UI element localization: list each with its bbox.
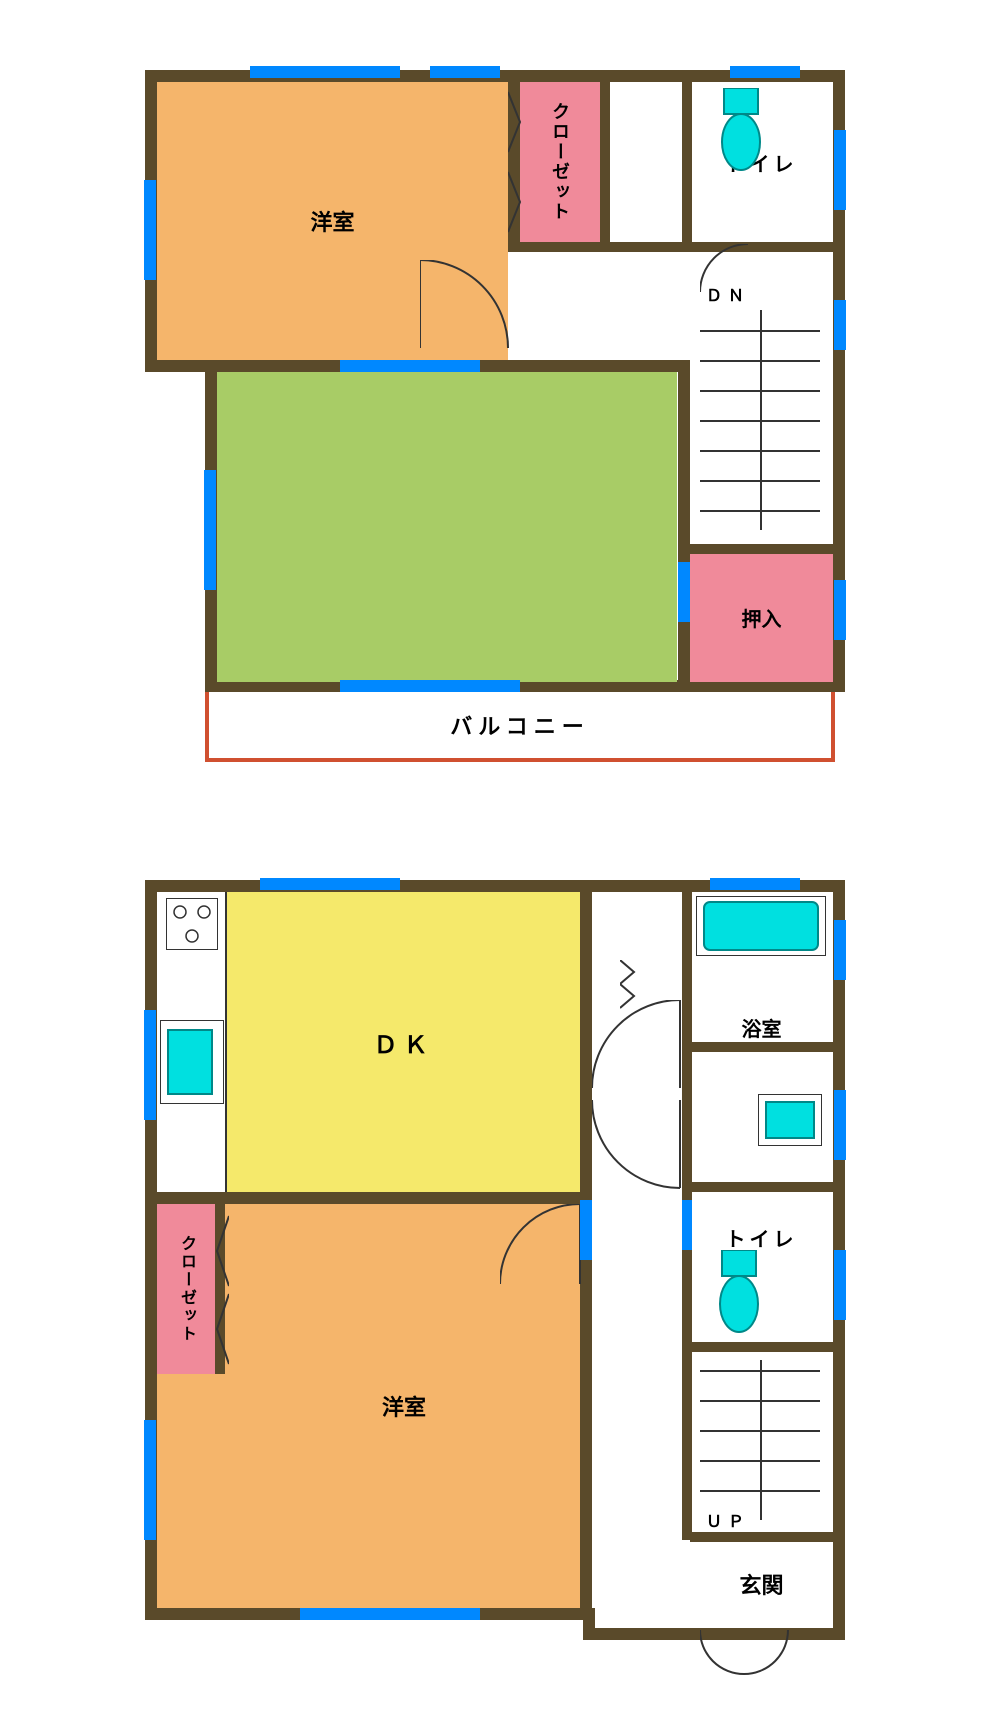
- window: [580, 1200, 592, 1260]
- toilet-1f: トイレ: [690, 1192, 833, 1342]
- door-arc: [500, 1204, 582, 1294]
- window: [144, 180, 156, 280]
- washbasin-1f: [758, 1094, 822, 1146]
- closet-1f-label: クローゼット: [174, 1235, 198, 1343]
- balcony-2f-label: バルコニー: [450, 709, 590, 741]
- bifold-door: [620, 960, 638, 1010]
- wall: [690, 1042, 835, 1052]
- door-arc: [592, 1100, 682, 1190]
- floorplan-diagram: 洋室 クローゼット トイレ 押入 ＤＮ バルコニー: [0, 0, 1000, 1736]
- window: [144, 1420, 156, 1540]
- wall: [682, 70, 692, 250]
- western-room-2f-label: 洋室: [310, 205, 354, 237]
- window: [204, 470, 216, 590]
- window: [678, 562, 690, 622]
- entrance-1f: 玄関: [690, 1540, 833, 1628]
- toilet-fixture-2f: [720, 88, 762, 172]
- closet-doors-2f: [508, 82, 522, 242]
- closet-1f: クローゼット: [157, 1204, 215, 1374]
- stove-1f: [166, 898, 218, 950]
- window: [730, 66, 800, 78]
- window: [834, 130, 846, 210]
- window: [144, 1010, 156, 1120]
- toilet-fixture-1f: [718, 1250, 760, 1334]
- wall: [690, 1182, 835, 1192]
- door-arc: [700, 1630, 790, 1680]
- window: [834, 1090, 846, 1160]
- stair-stringer: [760, 1360, 762, 1520]
- corridor-under-closet-1f: [157, 1374, 225, 1608]
- bathroom-1f-label: 浴室: [742, 1013, 782, 1042]
- toilet-1f-label: トイレ: [726, 1223, 798, 1252]
- wall: [678, 360, 690, 690]
- window: [260, 878, 400, 890]
- closet-2f: クローゼット: [520, 82, 600, 242]
- stairs-1f-label: ＵＰ: [706, 1508, 750, 1532]
- dk-1f-label: ＤＫ: [374, 1025, 434, 1060]
- oshiire-2f: 押入: [690, 552, 833, 682]
- oshiire-2f-label: 押入: [742, 603, 782, 632]
- window: [710, 878, 800, 890]
- window: [834, 1250, 846, 1320]
- door-arc: [420, 260, 510, 360]
- door-arc: [592, 1000, 682, 1090]
- wall: [600, 70, 610, 250]
- window: [340, 360, 480, 372]
- bathtub-1f: [696, 896, 826, 956]
- window: [340, 680, 520, 692]
- wall: [690, 1342, 835, 1352]
- sink-1f: [160, 1020, 224, 1104]
- corridor-2f-a: [608, 82, 682, 242]
- closet-doors-1f: [215, 1206, 229, 1374]
- stair-stringer: [760, 310, 762, 530]
- window: [430, 66, 500, 78]
- window: [682, 1200, 692, 1250]
- western-room-1f-label: 洋室: [382, 1390, 426, 1422]
- wall: [145, 1192, 592, 1204]
- window: [300, 1608, 480, 1620]
- door-arc: [700, 244, 760, 294]
- wall: [508, 242, 845, 252]
- entrance-1f-label: 玄関: [739, 1568, 783, 1600]
- corridor-1f-a: [590, 892, 682, 1302]
- window: [834, 300, 846, 350]
- closet-2f-label: クローゼット: [547, 102, 573, 222]
- window: [834, 920, 846, 980]
- corridor-1f-b: [592, 1300, 690, 1608]
- tatami-room-2f: [217, 372, 677, 682]
- dk-1f: ＤＫ: [227, 892, 580, 1192]
- wall: [690, 1532, 835, 1542]
- window: [250, 66, 400, 78]
- balcony-2f: バルコニー: [205, 692, 835, 762]
- window: [834, 580, 846, 640]
- wall: [690, 544, 835, 554]
